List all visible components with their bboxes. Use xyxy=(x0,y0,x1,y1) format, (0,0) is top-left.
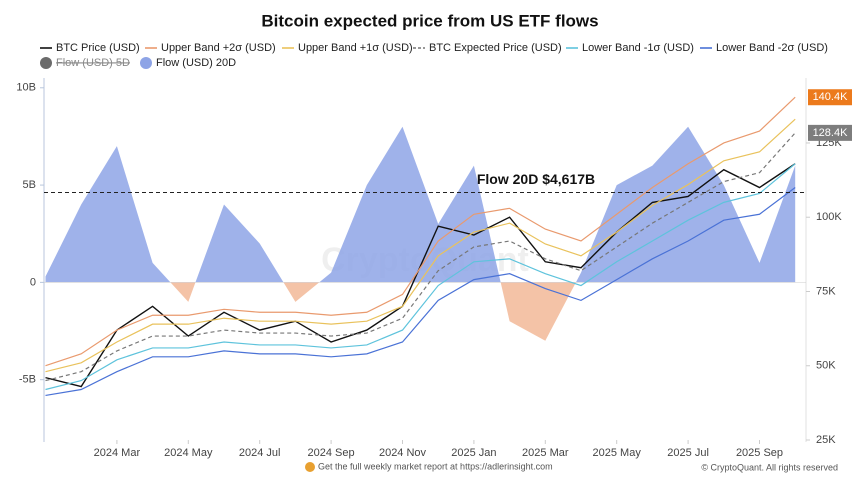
series-line xyxy=(45,96,796,367)
x-tick-label: 2024 Jul xyxy=(239,447,281,459)
legend-marker xyxy=(140,57,152,69)
y-tick-label: -5B xyxy=(19,374,36,386)
x-tick-label: 2025 May xyxy=(593,447,642,459)
legend-label: Lower Band -2σ (USD) xyxy=(716,42,828,54)
legend-marker xyxy=(40,57,52,69)
price-badge-label: 140.4K xyxy=(813,91,849,103)
footer: Get the full weekly market report at htt… xyxy=(318,461,553,471)
flow-area-positive xyxy=(45,126,796,283)
legend-label: Flow (USD) 5D xyxy=(56,57,130,69)
y2-tick-label: 50K xyxy=(816,360,836,372)
x-tick-label: 2025 Mar xyxy=(522,447,569,459)
x-tick-label: 2024 Nov xyxy=(379,447,427,459)
legend-label: BTC Price (USD) xyxy=(56,42,140,54)
x-tick-label: 2025 Jan xyxy=(451,447,496,459)
legend-label: Lower Band -1σ (USD) xyxy=(582,42,694,54)
legend-label: BTC Expected Price (USD) xyxy=(429,42,562,54)
price-badge xyxy=(808,124,852,141)
y2-tick-label: 100K xyxy=(816,211,842,223)
series-line xyxy=(45,187,796,397)
series-line xyxy=(45,163,796,388)
price-badge xyxy=(808,89,852,106)
footer-icon xyxy=(305,462,315,472)
x-tick-label: 2024 Sep xyxy=(308,447,355,459)
series-line xyxy=(45,118,796,373)
copyright: © CryptoQuant. All rights reserved xyxy=(701,462,838,472)
series-line xyxy=(45,163,796,391)
x-tick-label: 2025 Jul xyxy=(667,447,709,459)
x-tick-label: 2024 Mar xyxy=(94,447,141,459)
y2-tick-label: 25K xyxy=(816,434,836,446)
series-line xyxy=(45,132,796,382)
legend-label: Upper Band +1σ (USD) xyxy=(298,42,413,54)
y-tick-label: 5B xyxy=(23,179,36,191)
y-tick-label: 10B xyxy=(16,82,36,94)
legend-label: Upper Band +2σ (USD) xyxy=(161,42,276,54)
y-tick-label: 0 xyxy=(30,276,36,288)
chart-title: Bitcoin expected price from US ETF flows xyxy=(261,11,598,30)
price-badge-label: 128.4K xyxy=(813,127,849,139)
y2-tick-label: 75K xyxy=(816,285,836,297)
x-tick-label: 2024 May xyxy=(164,447,213,459)
x-tick-label: 2025 Sep xyxy=(736,447,783,459)
reference-label: Flow 20D $4,617B xyxy=(477,171,595,187)
legend-label: Flow (USD) 20D xyxy=(156,57,236,69)
flow-area-negative xyxy=(170,282,576,341)
